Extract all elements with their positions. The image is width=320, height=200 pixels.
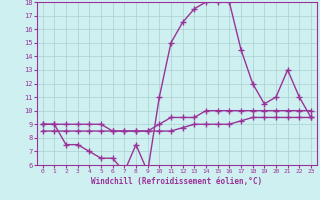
X-axis label: Windchill (Refroidissement éolien,°C): Windchill (Refroidissement éolien,°C): [91, 177, 262, 186]
